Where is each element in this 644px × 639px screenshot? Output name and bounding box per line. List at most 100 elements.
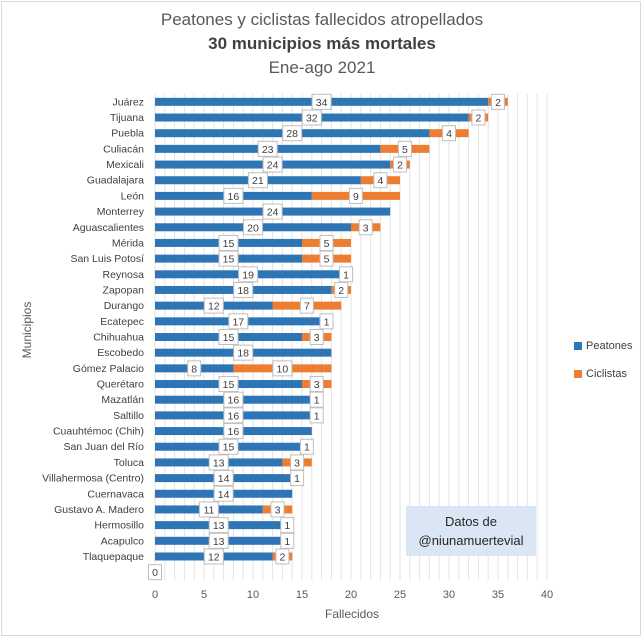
- category-label: Mexicali: [106, 159, 144, 171]
- category-label: Tlaquepaque: [83, 551, 144, 563]
- category-label: Toluca: [114, 457, 145, 469]
- data-label-box: [208, 517, 229, 534]
- data-label-box: [299, 297, 314, 314]
- data-label-box: [223, 187, 244, 204]
- data-label-box: [319, 234, 334, 251]
- data-label-ciclistas: 1: [284, 536, 290, 548]
- data-label-ciclistas: 5: [324, 254, 330, 266]
- data-label-box: [203, 297, 224, 314]
- data-label-ciclistas: 2: [397, 160, 403, 172]
- chart-title: Peatones y ciclistas fallecidos atropell…: [160, 10, 484, 29]
- category-label: Monterrey: [97, 206, 145, 218]
- data-label-box: [223, 423, 244, 440]
- data-label-ciclistas: 3: [294, 457, 300, 469]
- data-label-ciclistas: 1: [343, 269, 349, 281]
- data-label-box: [373, 172, 388, 189]
- data-label-box: [311, 93, 332, 110]
- legend-swatch-peatones: [574, 342, 582, 350]
- x-axis-title: Fallecidos: [325, 607, 379, 621]
- y-axis-title: Municipios: [20, 302, 34, 359]
- category-label: Mazatlán: [101, 394, 144, 406]
- data-label-ciclistas: 4: [446, 128, 452, 140]
- data-label-ciclistas: 7: [304, 301, 310, 313]
- x-tick-label: 30: [443, 589, 455, 601]
- data-label-ciclistas: 3: [314, 332, 320, 344]
- data-label-box: [442, 125, 456, 142]
- data-label-ciclistas: 5: [402, 144, 408, 156]
- category-label: Cuernavaca: [87, 488, 144, 500]
- legend-label-peatones: Peatones: [586, 340, 633, 352]
- data-label-box: [282, 125, 303, 142]
- data-label-peatones: 12: [208, 551, 220, 563]
- data-label-peatones: 28: [286, 128, 298, 140]
- data-label-peatones: 19: [242, 269, 254, 281]
- data-label-box: [272, 360, 293, 377]
- data-label-box: [393, 156, 407, 173]
- legend-item-ciclistas: Ciclistas: [574, 368, 632, 380]
- data-label-box: [309, 376, 324, 393]
- data-label-box: [309, 391, 324, 408]
- data-label-peatones: 15: [223, 332, 235, 344]
- data-label-ciclistas: 4: [377, 175, 383, 187]
- data-label-peatones: 21: [252, 175, 264, 187]
- data-label-peatones: 18: [237, 348, 249, 360]
- data-label-box: [339, 266, 354, 283]
- data-label-peatones: 24: [267, 207, 279, 219]
- data-label-ciclistas: 9: [353, 191, 359, 203]
- x-tick-label: 10: [247, 589, 259, 601]
- data-label-ciclistas: 1: [324, 316, 330, 328]
- data-label-box: [299, 438, 314, 455]
- legend-item-peatones: Peatones: [574, 340, 632, 352]
- data-label-box: [228, 313, 249, 330]
- data-label-peatones: 16: [228, 426, 240, 438]
- chart-period: Ene-ago 2021: [268, 58, 376, 77]
- category-label: Saltillo: [113, 410, 144, 422]
- data-label-peatones: 18: [237, 285, 249, 297]
- data-label-box: [280, 532, 295, 549]
- data-label-peatones: 23: [262, 144, 274, 156]
- data-label-box: [218, 250, 239, 267]
- category-label: Acapulco: [101, 535, 144, 547]
- data-label-peatones: 16: [228, 410, 240, 422]
- data-label-ciclistas: 5: [324, 238, 330, 250]
- data-label-peatones: 13: [213, 520, 225, 532]
- data-label-box: [257, 140, 278, 157]
- data-label-box: [223, 407, 244, 424]
- data-label-box: [213, 485, 234, 502]
- category-label: Durango: [104, 300, 144, 312]
- data-label-box: [208, 532, 229, 549]
- data-label-box: [238, 266, 259, 283]
- data-label-ciclistas: 1: [314, 395, 320, 407]
- data-label-box: [275, 548, 290, 565]
- data-label-box: [301, 109, 322, 126]
- category-label: San Juan del Río: [63, 441, 144, 453]
- data-label-peatones: 16: [228, 395, 240, 407]
- x-tick-label: 15: [296, 589, 308, 601]
- category-label: Hermosillo: [94, 520, 144, 532]
- category-label: Ecatepec: [100, 316, 144, 328]
- data-label-box: [319, 313, 334, 330]
- chart-legend: Peatones Ciclistas: [574, 340, 632, 396]
- data-label-peatones: 13: [213, 457, 225, 469]
- data-label-ciclistas: 1: [314, 410, 320, 422]
- category-label: Guadalajara: [87, 175, 144, 187]
- category-label: Culiacán: [103, 143, 144, 155]
- data-label-box: [223, 391, 244, 408]
- data-label-box: [290, 454, 305, 471]
- data-label-box: [262, 203, 283, 220]
- data-label-peatones: 13: [213, 536, 225, 548]
- data-label-box: [290, 470, 305, 487]
- data-label-box: [491, 93, 505, 110]
- data-label-box: [243, 219, 263, 236]
- data-label-peatones: 0: [152, 567, 158, 579]
- data-label-ciclistas: 1: [294, 473, 300, 485]
- data-label-ciclistas: 1: [284, 520, 290, 532]
- data-label-peatones: 24: [267, 160, 279, 172]
- data-label-box: [233, 344, 254, 361]
- data-label-peatones: 34: [316, 97, 328, 109]
- data-label-ciclistas: 3: [363, 222, 369, 234]
- data-label-ciclistas: 2: [279, 551, 285, 563]
- data-label-peatones: 14: [218, 473, 230, 485]
- category-label: Villahermosa (Centro): [42, 473, 144, 485]
